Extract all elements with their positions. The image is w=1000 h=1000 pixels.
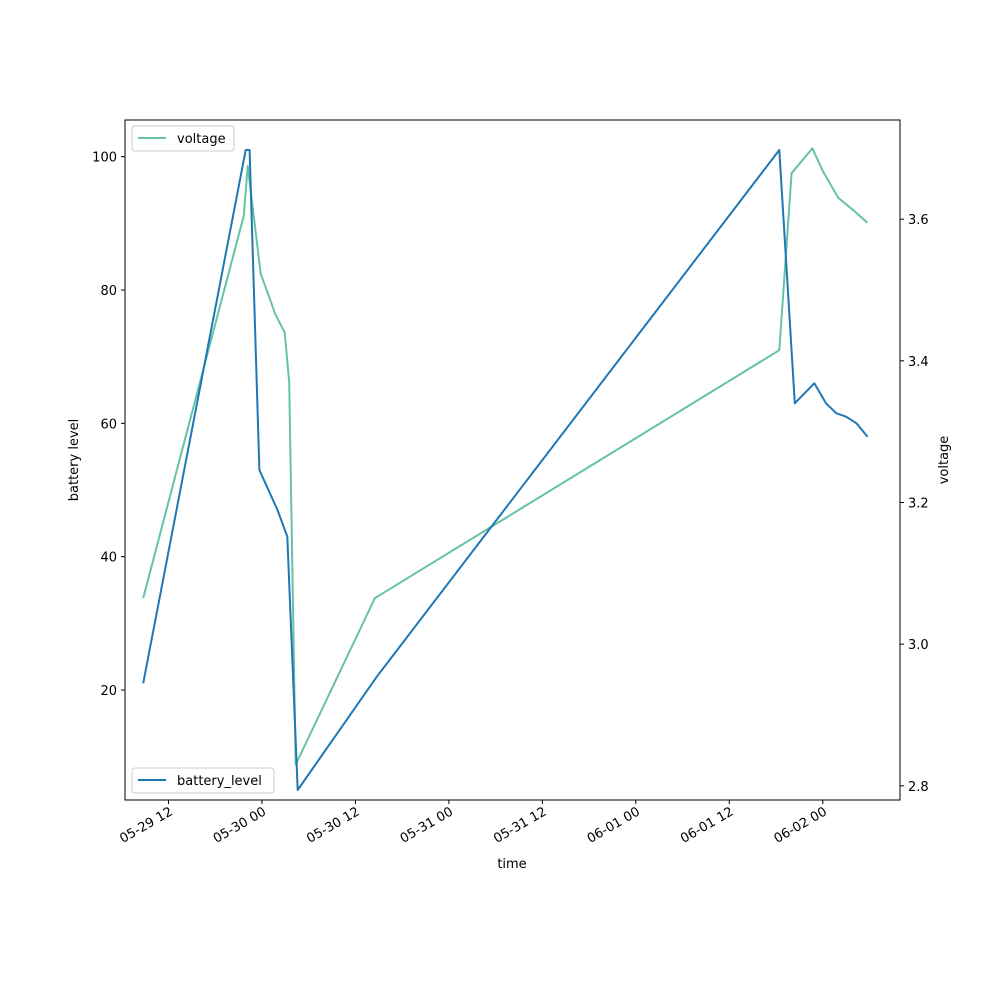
plot-lines: [142, 147, 869, 791]
y-axis-left-label: battery level: [67, 419, 82, 502]
x-axis: 05-29 12 05-30 00 05-30 12 05-31 00 05-31 12…: [117, 800, 830, 847]
y-axis-left: 20 40 60 80 100: [92, 151, 125, 699]
x-tick-label: 05-31 12: [491, 804, 549, 846]
y-left-tick-label: 20: [100, 684, 117, 699]
x-tick-label: 05-30 12: [304, 804, 362, 846]
y-left-tick-label: 60: [100, 417, 117, 432]
series-line-battery-level: [142, 149, 869, 791]
y-axis-right: 2.8 3.0 3.2 3.4 3.6: [900, 213, 929, 795]
y-left-tick-label: 80: [100, 284, 117, 299]
plot-frame: [124, 119, 901, 801]
legend-battery-level-box: [131, 767, 275, 794]
legend-battery-level: battery_level: [131, 767, 275, 794]
y-right-tick-label: 3.6: [908, 213, 929, 228]
y-left-tick-label: 100: [92, 151, 117, 166]
legend-voltage-box: [131, 125, 235, 152]
series-line-voltage: [142, 147, 869, 766]
x-axis-label: time: [497, 857, 526, 872]
y-left-tick-label: 40: [100, 551, 117, 566]
legend-voltage-label: voltage: [177, 132, 226, 147]
x-tick-label: 05-30 00: [211, 804, 269, 846]
y-right-tick-label: 2.8: [908, 780, 929, 795]
x-tick-label: 06-01 12: [678, 804, 736, 846]
y-axis-right-label: voltage: [937, 436, 952, 485]
legend-battery-level-label: battery_level: [177, 774, 262, 789]
y-right-tick-label: 3.0: [908, 638, 929, 653]
y-right-tick-label: 3.2: [908, 497, 929, 512]
y-right-tick-label: 3.4: [908, 355, 929, 370]
x-tick-label: 05-29 12: [117, 804, 175, 846]
x-tick-label: 05-31 00: [398, 804, 456, 846]
x-tick-label: 06-01 00: [585, 804, 643, 846]
legend-voltage: voltage: [131, 125, 235, 152]
x-tick-label: 06-02 00: [772, 804, 830, 846]
